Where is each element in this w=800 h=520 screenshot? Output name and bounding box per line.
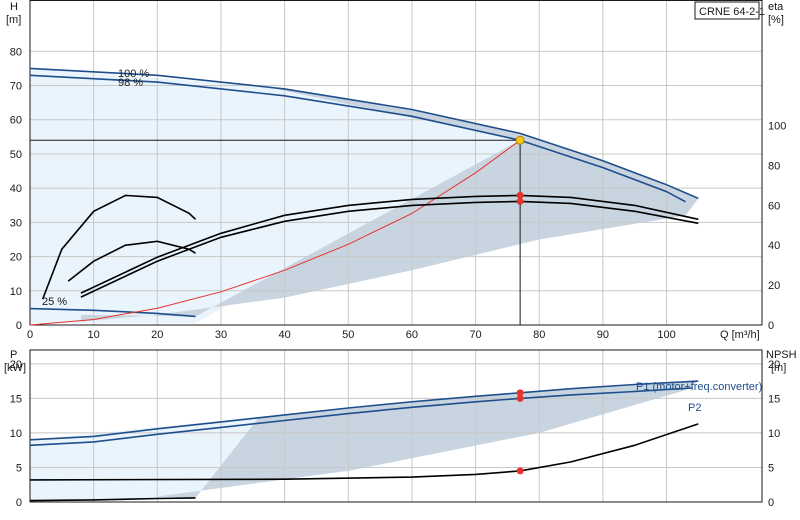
y-tick-label-left: 0 xyxy=(16,320,22,332)
x-tick-label: 40 xyxy=(278,329,290,341)
x-tick-label: 50 xyxy=(342,329,354,341)
head-efficiency-panel: 0 10 20 30 40 50 60 70 80 90 100 0 10 20 30 40 50 60 70 80 0… xyxy=(10,0,786,341)
y-tick-label-right: 100 xyxy=(768,121,786,133)
y-tick-label-right: 0 xyxy=(768,320,774,332)
power-envelope-dark xyxy=(157,381,699,498)
series-line-top-6 xyxy=(41,194,197,300)
y-tick-label-left: 40 xyxy=(10,183,22,195)
y-tick-label-left: 50 xyxy=(10,149,22,161)
y-tick-label-right: 80 xyxy=(768,160,780,172)
x-tick-label: 90 xyxy=(597,329,609,341)
x-tick-label: 0 xyxy=(27,329,33,341)
y-tick-label-left: 30 xyxy=(10,217,22,229)
y-tick-label-left: 20 xyxy=(10,252,22,264)
operating-point xyxy=(515,135,525,145)
power-npsh-panel: 0 5 10 15 20 0 5 10 15 20 xyxy=(10,349,780,509)
x-axis-label: Q [m³/h] xyxy=(720,329,760,341)
y-axis-label-eta: eta xyxy=(768,1,784,13)
y-tick-label-left: 20 xyxy=(10,359,22,371)
annotation-100: 100 % xyxy=(118,68,149,80)
legend-p1: P1 (motor+freq.converter) xyxy=(636,381,762,393)
y-tick-label-left: 0 xyxy=(16,497,22,509)
series-line-bottom-0 xyxy=(29,380,699,441)
y-axis-label-h: H xyxy=(10,1,18,13)
y-tick-label-left: 5 xyxy=(16,462,22,474)
x-tick-label: 10 xyxy=(88,329,100,341)
y-tick-label-right: 20 xyxy=(768,359,780,371)
chart-title: CRNE 64-2-1 xyxy=(699,6,765,18)
series-line-bottom-1 xyxy=(29,387,693,447)
npsh-point xyxy=(516,467,524,475)
title-box xyxy=(694,1,760,20)
power-point-2 xyxy=(516,394,524,402)
y-tick-label-left: 80 xyxy=(10,46,22,58)
y-axis-unit-h: [m] xyxy=(6,14,21,26)
power-point-1 xyxy=(516,389,524,397)
x-tick-label: 80 xyxy=(533,329,545,341)
x-tick-label: 60 xyxy=(406,329,418,341)
chart-labels: CRNE 64-2-1 H [m] eta [%] Q [m³/h] 100 %… xyxy=(4,1,797,414)
annotation-98: 98 % xyxy=(118,77,143,89)
eta-point-1 xyxy=(516,191,524,199)
y-tick-label-right: 5 xyxy=(768,462,774,474)
y-tick-label-left: 10 xyxy=(10,286,22,298)
y-axis-unit-npsh: [m] xyxy=(771,362,786,374)
series-line-top-7 xyxy=(67,240,196,282)
y-tick-label-right: 0 xyxy=(768,497,774,509)
legend-p2: P2 xyxy=(688,402,701,414)
series-line-top-0 xyxy=(29,67,699,200)
eta-point-2 xyxy=(516,197,524,205)
annotation-25: 25 % xyxy=(42,296,67,308)
y-tick-label-right: 15 xyxy=(768,393,780,405)
y-tick-label-right: 40 xyxy=(768,240,780,252)
y-tick-label-left: 70 xyxy=(10,81,22,93)
x-tick-label: 30 xyxy=(215,329,227,341)
y-axis-label-p: P xyxy=(10,349,17,361)
plot-frame-bottom xyxy=(29,349,763,503)
y-tick-label-right: 20 xyxy=(768,280,780,292)
x-tick-label: 100 xyxy=(657,329,675,341)
x-tick-label: 20 xyxy=(151,329,163,341)
x-tick-label: 70 xyxy=(469,329,481,341)
y-axis-label-npsh: NPSH xyxy=(766,349,797,361)
y-tick-label-right: 10 xyxy=(768,428,780,440)
series-line-bottom-2 xyxy=(29,497,196,502)
y-tick-label-left: 60 xyxy=(10,115,22,127)
y-tick-label-right: 60 xyxy=(768,200,780,212)
series-line-top-2 xyxy=(29,307,196,318)
plot-frame-top xyxy=(29,0,763,326)
y-tick-label-left: 10 xyxy=(10,428,22,440)
series-line-top-1 xyxy=(29,74,686,203)
series-line-bottom-3 xyxy=(29,423,699,481)
series-line-top-3 xyxy=(29,139,521,326)
y-axis-unit-eta: [%] xyxy=(768,14,784,26)
series-line-top-5 xyxy=(80,200,699,298)
series-line-top-4 xyxy=(80,194,699,294)
y-axis-unit-p: [kW] xyxy=(4,362,26,374)
envelope-dark xyxy=(80,85,699,322)
y-tick-label-left: 15 xyxy=(10,393,22,405)
